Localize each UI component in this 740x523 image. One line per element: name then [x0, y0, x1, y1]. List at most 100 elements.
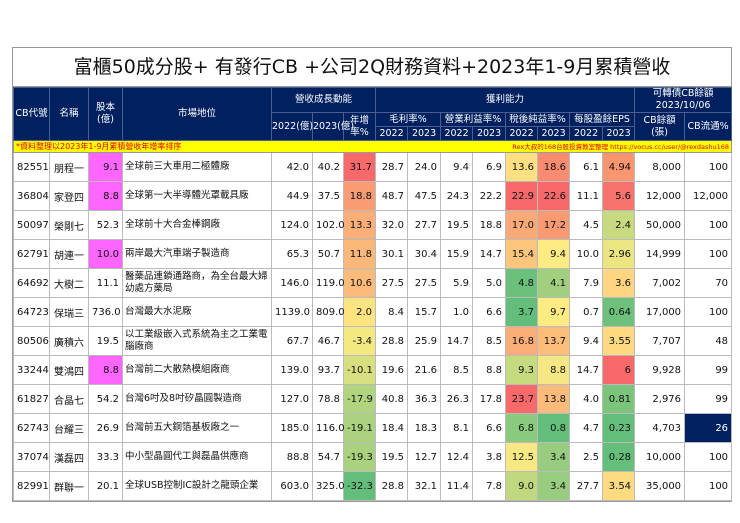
cell-nm23: 8.8: [537, 355, 571, 385]
cell-nm22: 13.6: [505, 152, 539, 182]
cell-nm22: 22.9: [505, 181, 539, 211]
cell-fl: 100: [684, 471, 733, 501]
cell-nm22: 4.8: [505, 268, 539, 298]
cell-om23: 6.9: [472, 152, 507, 182]
cell-cb: 9,928: [634, 355, 686, 385]
cell-r22: 65.3: [271, 239, 313, 269]
sort-note: *資料整理以2023年1-9月累積營收年增率排序: [16, 142, 182, 151]
cell-fl: 100: [684, 152, 733, 182]
header-market: 市場地位: [122, 87, 272, 141]
cell-om23: 5.0: [472, 268, 507, 298]
cell-cb: 4,703: [634, 413, 686, 443]
cell-market: 醫藥品連鎖通路商，為全台最大婦幼處方藥局: [122, 268, 272, 298]
cell-om23: 3.8: [472, 442, 507, 472]
cell-nm22: 15.4: [505, 239, 539, 269]
cell-code: 62791: [13, 239, 50, 269]
cell-name: 家登四: [49, 181, 89, 211]
cell-fl: 26: [684, 413, 733, 443]
cell-name: 漢磊四: [49, 442, 89, 472]
cell-cap: 52.3: [88, 210, 123, 240]
cell-r22: 88.8: [271, 442, 313, 472]
cell-om22: 11.4: [440, 471, 474, 501]
header-year: 2022: [440, 126, 474, 141]
cell-cb: 8,000: [634, 152, 686, 182]
cell-cb: 14,999: [634, 239, 686, 269]
cell-eps22: 4.5: [569, 210, 604, 240]
cell-fl: 48: [684, 326, 733, 356]
cell-name: 雙鴻四: [49, 355, 89, 385]
cell-gm22: 32.0: [375, 210, 409, 240]
cell-market: 以工業級嵌入式系統為主之工業電腦廠商: [122, 326, 272, 356]
table-row: 33244 雙鴻四 8.8 台灣前二大散熱模組廠商 139.0 93.7 -10.1 19.6…: [13, 355, 733, 385]
cell-g: -17.9: [342, 384, 377, 414]
cell-om22: 5.9: [440, 268, 474, 298]
cell-om23: 6.6: [472, 297, 507, 327]
table-row: 36804 家登四 8.8 全球第一大半導體光罩載具廠 44.9 37.5 18.8 48.7…: [13, 181, 733, 211]
table-row: 82551 朋程一 9.1 全球前三大車用二極體廠 42.0 40.2 31.7 28.7 24…: [13, 152, 733, 182]
cell-cb: 12,000: [634, 181, 686, 211]
cell-code: 50097: [13, 210, 50, 240]
header-rev2022: 2022(億): [271, 112, 313, 141]
cell-gm23: 36.3: [407, 384, 442, 414]
cell-r22: 44.9: [271, 181, 313, 211]
cell-gm22: 28.8: [375, 326, 409, 356]
table-row: 37074 漢磊四 33.3 中小型晶圓代工與磊晶供應商 88.8 54.7 -19.3 19…: [13, 442, 733, 472]
cell-gm23: 30.4: [407, 239, 442, 269]
cell-eps22: 6.1: [569, 152, 604, 182]
cell-cap: 54.2: [88, 384, 123, 414]
header-profit-group: 獲利能力: [375, 87, 636, 113]
cell-r23: 119.0: [312, 268, 345, 298]
header-cb-code: CB代號: [13, 87, 50, 141]
cell-market: 全球USB控制IC設計之龍頭企業: [122, 471, 272, 501]
cell-market: 台灣6吋及8吋矽晶圓製造商: [122, 384, 272, 414]
cell-code: 82991: [13, 471, 50, 501]
table-row: 64692 大樹二 11.1 醫藥品連鎖通路商，為全台最大婦幼處方藥局 146.0 119…: [13, 268, 733, 298]
cell-g: 31.7: [342, 152, 377, 182]
cell-eps22: 7.9: [569, 268, 604, 298]
cell-nm22: 23.7: [505, 384, 539, 414]
cell-cap: 8.8: [88, 355, 123, 385]
cell-r23: 54.7: [312, 442, 344, 472]
table-row: 80506 廣積六 19.5 以工業級嵌入式系統為主之工業電腦廠商 67.7 46.7 -3…: [13, 326, 733, 356]
cell-gm23: 25.9: [407, 326, 442, 356]
cell-cb: 2,976: [634, 384, 686, 414]
cell-market: 台灣前五大銅箔基板廠之一: [122, 413, 272, 443]
cell-code: 64723: [13, 297, 50, 327]
cell-fl: 12,000: [684, 181, 733, 211]
cell-nm22: 9.3: [505, 355, 539, 385]
cell-fl: 100: [684, 297, 733, 327]
cell-g: 13.3: [342, 210, 377, 240]
cell-eps23: 0.23: [602, 413, 636, 443]
cell-eps22: 4.7: [569, 413, 604, 443]
cell-market: 台灣前二大散熱模組廠商: [122, 355, 272, 385]
cell-gm22: 19.6: [375, 355, 409, 385]
cell-cap: 9.1: [88, 152, 123, 182]
cell-om23: 14.7: [472, 239, 507, 269]
header-rev2023: 2023(億): [312, 112, 354, 141]
cell-nm23: 17.2: [537, 210, 571, 240]
cell-gm23: 12.7: [407, 442, 442, 472]
cell-gm22: 8.4: [375, 297, 409, 327]
cell-nm22: 12.5: [505, 442, 539, 472]
cell-eps23: 0.64: [602, 297, 636, 327]
cell-gm22: 19.5: [375, 442, 409, 472]
cell-r22: 603.0: [271, 471, 313, 501]
cb-table-sheet: 富櫃50成分股+ 有發行CB +公司2Q財務資料+2023年1-9月累積營收 C…: [12, 47, 733, 502]
cell-gm22: 48.7: [375, 181, 409, 211]
cell-gm22: 18.4: [375, 413, 409, 443]
cell-r22: 139.0: [271, 355, 313, 385]
cell-eps22: 2.5: [569, 442, 604, 472]
header-year: 2022: [505, 126, 539, 141]
cell-code: 61827: [13, 384, 50, 414]
cell-r23: 809.0: [312, 297, 345, 327]
cell-cap: 8.8: [88, 181, 123, 211]
cell-eps23: 3.54: [602, 471, 636, 501]
cell-r22: 1139.0: [271, 297, 313, 327]
cell-nm23: 4.1: [537, 268, 571, 298]
cell-gm22: 28.8: [375, 471, 409, 501]
cell-om23: 8.5: [472, 326, 507, 356]
cell-gm23: 15.7: [407, 297, 442, 327]
cell-r22: 127.0: [271, 384, 313, 414]
header-revenue-group: 營收成長動能: [270, 87, 377, 113]
cell-g: 18.8: [342, 181, 377, 211]
